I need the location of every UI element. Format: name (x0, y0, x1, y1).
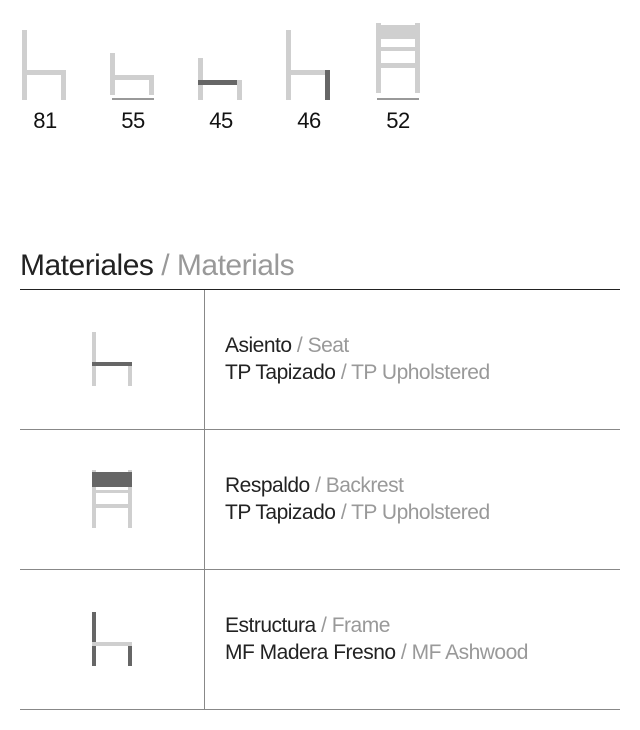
material-spec: MF Madera Fresno / MF Ashwood (225, 640, 528, 666)
dimension-value: 55 (121, 108, 144, 134)
chair-frame-icon (86, 612, 138, 668)
chair-icon (196, 58, 246, 100)
material-part: Estructura / Frame (225, 613, 528, 639)
material-spec: TP Tapizado / TP Upholstered (225, 500, 490, 526)
chair-icon (372, 23, 424, 95)
dimension-icon (284, 25, 334, 100)
section-title-primary: Materiales (20, 249, 153, 282)
chair-icon (284, 30, 334, 100)
dimension-value: 81 (33, 108, 56, 134)
dimension-value: 45 (209, 108, 232, 134)
chair-back-icon (86, 470, 138, 530)
material-part: Respaldo / Backrest (225, 473, 490, 499)
dimension-icon (20, 25, 70, 100)
dimension-icon (372, 20, 424, 95)
material-icon (20, 290, 205, 429)
material-part: Asiento / Seat (225, 333, 490, 359)
dimension-value: 46 (297, 108, 320, 134)
dimension-item: 45 (196, 25, 246, 134)
section-title: Materiales / Materials (20, 249, 620, 290)
dimension-value: 52 (386, 108, 409, 134)
material-spec: TP Tapizado / TP Upholstered (225, 360, 490, 386)
dimensions-row: 81 55 45 46 (20, 20, 620, 134)
underline (377, 98, 419, 100)
material-icon (20, 430, 205, 569)
material-row: Asiento / Seat TP Tapizado / TP Upholste… (20, 290, 620, 430)
section-title-secondary: Materials (177, 249, 294, 282)
chair-icon (20, 30, 70, 100)
dimension-item: 46 (284, 25, 334, 134)
dimension-icon (196, 25, 246, 100)
dimension-icon (108, 20, 158, 95)
material-row: Respaldo / Backrest TP Tapizado / TP Uph… (20, 430, 620, 570)
dimension-item: 52 (372, 20, 424, 134)
material-text: Asiento / Seat TP Tapizado / TP Upholste… (205, 333, 490, 386)
material-text: Estructura / Frame MF Madera Fresno / MF… (205, 613, 528, 666)
material-row: Estructura / Frame MF Madera Fresno / MF… (20, 570, 620, 710)
underline (112, 98, 154, 100)
material-text: Respaldo / Backrest TP Tapizado / TP Uph… (205, 473, 490, 526)
dimension-item: 55 (108, 20, 158, 134)
spacer (20, 144, 620, 249)
dimension-item: 81 (20, 25, 70, 134)
chair-icon (108, 53, 158, 95)
chair-seat-icon (86, 332, 138, 388)
material-icon (20, 570, 205, 709)
materials-table: Asiento / Seat TP Tapizado / TP Upholste… (20, 290, 620, 710)
